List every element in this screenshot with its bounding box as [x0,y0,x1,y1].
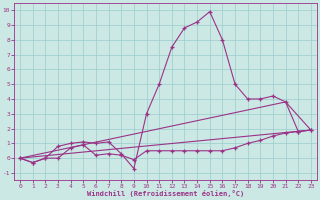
X-axis label: Windchill (Refroidissement éolien,°C): Windchill (Refroidissement éolien,°C) [87,190,244,197]
